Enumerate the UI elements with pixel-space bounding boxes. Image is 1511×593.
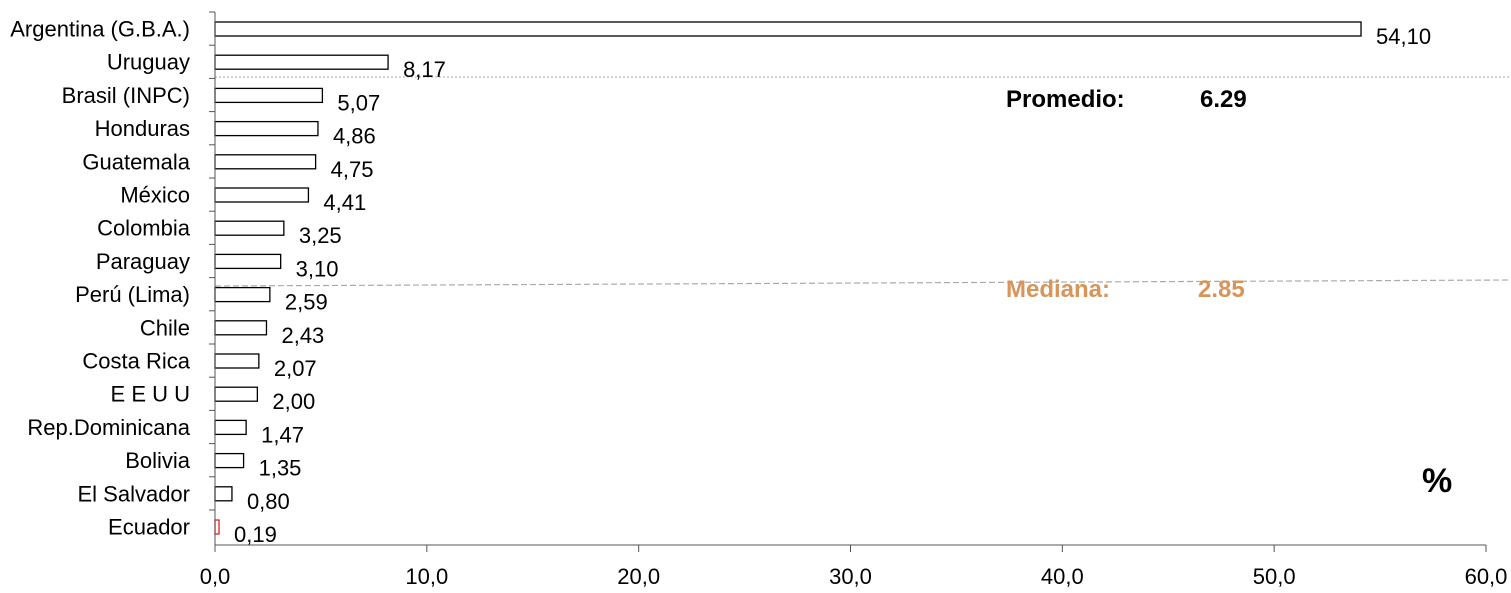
category-label: Rep.Dominicana — [27, 415, 190, 440]
promedio-label: Promedio: — [1006, 86, 1125, 113]
value-label: 1,35 — [259, 456, 302, 481]
x-tick-label: 0,0 — [200, 564, 231, 589]
value-label: 3,10 — [296, 256, 339, 281]
bar-e-e-u-u — [214, 386, 259, 402]
x-tick-label: 60,0 — [1465, 564, 1508, 589]
value-label: 4,75 — [331, 157, 374, 182]
x-tick-label: 40,0 — [1041, 564, 1084, 589]
category-label: Ecuador — [108, 515, 190, 540]
category-label: Honduras — [95, 116, 190, 141]
x-tick-label: 10,0 — [405, 564, 448, 589]
bar-per-lima — [214, 286, 271, 303]
value-label: 0,80 — [247, 489, 290, 514]
category-label: Perú (Lima) — [75, 282, 190, 307]
bar-rep-dominicana — [214, 419, 247, 436]
bar-bolivia — [214, 452, 245, 469]
mediana-label: Mediana: — [1006, 276, 1110, 303]
bar-brasil-inpc — [214, 87, 324, 104]
bar-chile — [214, 320, 268, 336]
value-label: 5,07 — [337, 90, 380, 115]
category-label: Guatemala — [82, 149, 190, 174]
bar-honduras — [214, 120, 319, 137]
value-label: 2,07 — [274, 356, 317, 381]
category-label: Brasil (INPC) — [62, 83, 190, 108]
value-label: 3,25 — [299, 223, 342, 248]
x-tick-label: 30,0 — [829, 564, 872, 589]
bar-el-salvador — [214, 486, 233, 502]
category-label: El Salvador — [77, 481, 190, 506]
median-line — [214, 279, 1511, 287]
mediana-value: 2.85 — [1198, 276, 1245, 303]
value-label: 8,17 — [403, 57, 446, 82]
unit-label: % — [1422, 462, 1452, 500]
bar-costa-rica — [214, 353, 260, 369]
bar-paraguay — [214, 253, 282, 270]
value-label: 2,00 — [272, 389, 315, 414]
category-label: Chile — [140, 315, 190, 340]
value-label: 2,43 — [281, 323, 324, 348]
category-label: Bolivia — [125, 448, 191, 473]
category-label: México — [120, 183, 190, 208]
bar-m-xico — [214, 187, 310, 203]
x-tick-label: 20,0 — [617, 564, 660, 589]
category-label: E E U U — [111, 382, 190, 407]
value-label: 1,47 — [261, 422, 304, 447]
category-label: Colombia — [97, 216, 191, 241]
category-label: Paraguay — [96, 249, 190, 274]
value-label: 4,41 — [323, 190, 366, 215]
bar-guatemala — [214, 154, 317, 170]
value-label: 2,59 — [285, 290, 328, 315]
bar-colombia — [214, 220, 285, 236]
value-label: 4,86 — [333, 124, 376, 149]
category-label: Costa Rica — [82, 349, 190, 374]
bar-argentina-g-b-a — [214, 21, 1362, 37]
value-label: 0,19 — [234, 522, 277, 547]
bar-uruguay — [214, 54, 389, 70]
value-label: 54,10 — [1376, 24, 1431, 49]
x-tick-label: 50,0 — [1253, 564, 1296, 589]
promedio-value: 6.29 — [1200, 86, 1247, 113]
category-label: Uruguay — [107, 50, 190, 75]
bar-ecuador — [214, 519, 220, 535]
category-label: Argentina (G.B.A.) — [10, 17, 190, 42]
